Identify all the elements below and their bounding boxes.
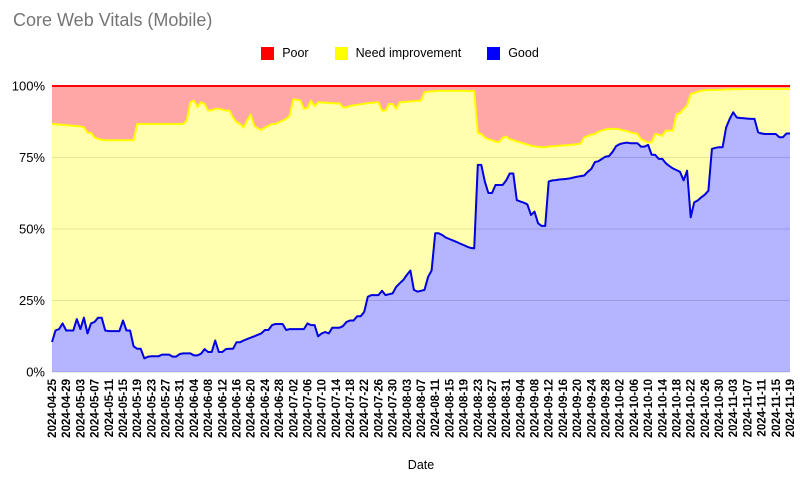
x-tick-label: 2024-08-11 bbox=[430, 378, 442, 437]
x-tick-label: 2024-07-18 bbox=[345, 378, 357, 437]
x-tick-label: 2024-10-18 bbox=[671, 378, 683, 437]
x-tick-label: 2024-06-24 bbox=[260, 378, 272, 437]
x-tick-label: 2024-07-26 bbox=[373, 379, 385, 438]
legend-item-poor: Poor bbox=[261, 46, 309, 60]
x-tick-label: 2024-05-19 bbox=[132, 379, 144, 438]
x-tick-label: 2024-09-16 bbox=[558, 379, 570, 438]
line-need-improvement bbox=[51, 87, 790, 149]
x-tick-label: 2024-05-07 bbox=[90, 379, 102, 438]
legend-label: Good bbox=[508, 46, 539, 60]
x-tick-label: 2024-08-23 bbox=[473, 379, 485, 438]
x-tick-label: 2024-05-31 bbox=[175, 378, 187, 437]
x-tick-label: 2024-07-14 bbox=[331, 378, 343, 437]
chart-title: Core Web Vitals (Mobile) bbox=[13, 10, 213, 30]
y-tick-label: 100% bbox=[12, 79, 46, 94]
x-tick-label: 2024-08-31 bbox=[501, 378, 513, 437]
x-tick-label: 2024-10-10 bbox=[643, 379, 655, 438]
x-tick-label: 2024-07-22 bbox=[359, 379, 371, 438]
legend-item-good: Good bbox=[487, 46, 539, 60]
x-tick-label: 2024-10-22 bbox=[686, 379, 698, 438]
x-tick-label: 2024-06-04 bbox=[189, 378, 201, 437]
line-good bbox=[51, 111, 790, 360]
x-tick-label: 2024-11-19 bbox=[785, 379, 797, 437]
x-tick-label: 2024-05-15 bbox=[118, 378, 130, 437]
x-tick-label: 2024-11-03 bbox=[728, 379, 740, 437]
x-tick-label: 2024-11-15 bbox=[771, 378, 783, 437]
x-tick-label: 2024-09-04 bbox=[515, 378, 527, 437]
area-good bbox=[52, 112, 790, 373]
y-tick-label: 0% bbox=[26, 365, 45, 380]
x-tick-label: 2024-07-30 bbox=[388, 379, 400, 438]
x-tick-label: 2024-05-11 bbox=[104, 378, 116, 437]
legend-label: Need improvement bbox=[355, 46, 462, 60]
y-tick-label: 50% bbox=[19, 222, 45, 237]
x-tick-label: 2024-09-12 bbox=[544, 379, 556, 438]
legend-item-need-improvement: Need improvement bbox=[334, 46, 462, 60]
chart-legend: Poor Need improvement Good bbox=[0, 46, 800, 60]
x-tick-label: 2024-10-02 bbox=[615, 379, 627, 438]
x-tick-label: 2024-07-10 bbox=[317, 379, 329, 438]
x-tick-label: 2024-05-03 bbox=[75, 379, 87, 438]
x-tick-label: 2024-06-20 bbox=[246, 379, 258, 438]
x-tick-label: 2024-10-06 bbox=[629, 379, 641, 438]
x-tick-label: 2024-04-29 bbox=[61, 379, 73, 438]
x-tick-label: 2024-09-08 bbox=[530, 378, 542, 437]
x-tick-label: 2024-10-26 bbox=[700, 379, 712, 438]
x-tick-label: 2024-09-24 bbox=[586, 378, 598, 437]
legend-swatch bbox=[261, 46, 275, 60]
area-poor bbox=[52, 86, 790, 148]
x-axis-title: Date bbox=[408, 458, 434, 472]
x-tick-label: 2024-10-14 bbox=[657, 378, 669, 437]
x-tick-label: 2024-06-16 bbox=[232, 379, 244, 438]
x-tick-label: 2024-08-15 bbox=[444, 378, 456, 437]
x-tick-label: 2024-06-08 bbox=[203, 378, 215, 437]
x-tick-label: 2024-06-28 bbox=[274, 378, 286, 437]
x-tick-label: 2024-08-27 bbox=[487, 379, 499, 438]
x-tick-label: 2024-09-20 bbox=[572, 379, 584, 438]
x-tick-label: 2024-05-27 bbox=[161, 379, 173, 438]
x-tick-label: 2024-11-07 bbox=[742, 379, 754, 437]
x-tick-label: 2024-08-07 bbox=[416, 379, 428, 438]
legend-label: Poor bbox=[282, 46, 309, 60]
x-tick-label: 2024-11-11 bbox=[757, 378, 769, 436]
legend-swatch bbox=[487, 46, 501, 60]
x-tick-label: 2024-04-25 bbox=[47, 378, 59, 437]
y-tick-label: 75% bbox=[19, 150, 45, 165]
x-tick-label: 2024-07-06 bbox=[302, 379, 314, 438]
x-tick-label: 2024-05-23 bbox=[146, 379, 158, 438]
x-tick-label: 2024-07-02 bbox=[288, 379, 300, 438]
legend-swatch bbox=[334, 46, 348, 60]
x-tick-label: 2024-09-28 bbox=[601, 378, 613, 437]
x-tick-label: 2024-08-19 bbox=[459, 379, 471, 438]
x-tick-label: 2024-06-12 bbox=[217, 379, 229, 438]
x-tick-label: 2024-08-03 bbox=[402, 379, 414, 438]
y-tick-label: 25% bbox=[19, 293, 45, 308]
x-tick-label: 2024-10-30 bbox=[714, 379, 726, 438]
